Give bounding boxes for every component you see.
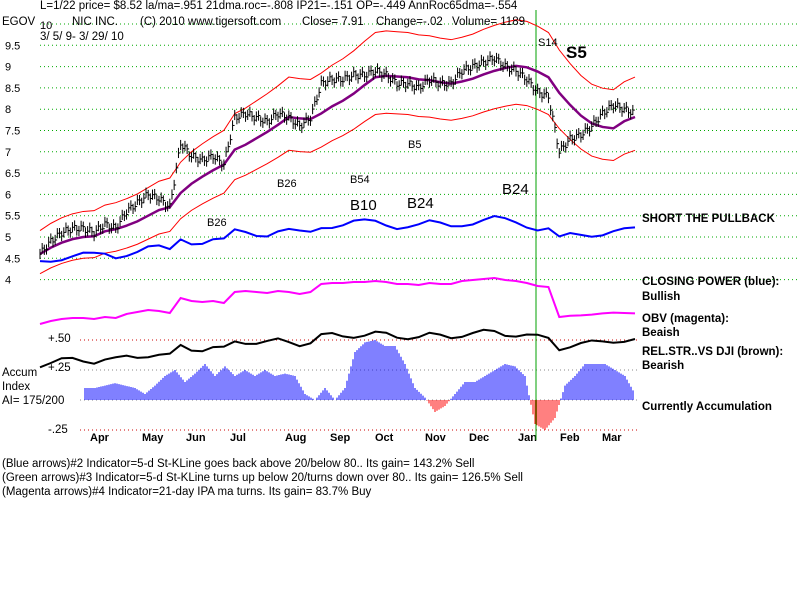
accum-tick-25: +.25 — [48, 362, 71, 374]
x-tick-label: Jul — [230, 432, 246, 444]
index-label: Index — [2, 381, 31, 393]
signal-label-b26: B26 — [277, 178, 297, 190]
x-tick-label: Apr — [90, 432, 110, 444]
y-tick-label: 5.5 — [5, 211, 20, 223]
y-tick-label: 8.5 — [5, 83, 20, 95]
close-value: Close= 7.91 — [302, 16, 364, 28]
accum-tick-50: +.50 — [48, 333, 71, 345]
signal-label-s14: S14 — [538, 37, 558, 49]
header-stats: L=1/22 price= $8.52 la/ma=.951 21dma.roc… — [40, 0, 518, 12]
copyright: (C) 2010 www.tigersoft.com — [140, 16, 282, 28]
y-tick-label: 9.5 — [5, 40, 20, 52]
signal-label-b10: B10 — [350, 197, 377, 214]
rs-value: Bearish — [642, 360, 685, 372]
accum-label: Accum — [2, 367, 38, 379]
y-tick-label: 8 — [5, 104, 11, 116]
ticker: EGOV — [2, 16, 36, 28]
signal-label-b24: B24 — [407, 195, 434, 212]
x-tick-label: Mar — [602, 432, 622, 444]
signal-label-b5: B5 — [408, 139, 421, 151]
accum-status: Currently Accumulation — [642, 401, 772, 413]
moving-average-line — [39, 64, 636, 256]
rs-label: REL.STR..VS DJI (brown): — [642, 346, 784, 358]
x-tick-label: Jun — [186, 432, 206, 444]
footer-line-2: (Green arrows)#3 Indicator=5-d St-KLine … — [2, 472, 523, 484]
obv-line — [39, 276, 636, 325]
y-tick-label: 4.5 — [5, 253, 20, 265]
x-tick-label: Jan — [518, 432, 537, 444]
change-value: Change=-.02 — [376, 16, 443, 28]
signal-label-b54: B54 — [350, 174, 370, 186]
closing-power-line — [39, 214, 636, 263]
date-range: 3/ 5/ 9- 3/ 29/ 10 — [40, 31, 124, 43]
x-tick-label: Oct — [375, 432, 394, 444]
signal-label-b24: B24 — [502, 181, 529, 198]
footer-line-1: (Blue arrows)#2 Indicator=5-d St-KLine g… — [2, 458, 475, 470]
upper-band — [39, 19, 636, 231]
y-tick-label: 5 — [5, 232, 11, 244]
ai-label: AI= 175/200 — [2, 395, 65, 407]
x-tick-label: Dec — [469, 432, 489, 444]
volume-value: Volume= 1189 — [452, 16, 525, 28]
company-name: NIC INC. — [72, 16, 118, 28]
x-tick-label: May — [142, 432, 164, 444]
advice-label: SHORT THE PULLBACK — [642, 213, 775, 225]
x-tick-label: Nov — [425, 432, 447, 444]
x-tick-label: Sep — [330, 432, 350, 444]
y-tick-label: 7 — [5, 147, 11, 159]
obv-value: Beaish — [642, 327, 680, 339]
y-tick-label: 6 — [5, 189, 11, 201]
y-tick-label: 7.5 — [5, 126, 20, 138]
signal-label-b26: B26 — [207, 217, 227, 229]
obv-label: OBV (magenta): — [642, 313, 729, 325]
x-tick-label: Aug — [285, 432, 306, 444]
y-tick-label: 6.5 — [5, 168, 20, 180]
relative-strength-line — [39, 328, 636, 369]
cp-value: Bullish — [642, 291, 681, 303]
signal-label-s5: S5 — [566, 43, 587, 62]
y-tick-label: 10 — [40, 20, 52, 32]
y-tick-label: 4 — [5, 275, 11, 287]
x-tick-label: Feb — [560, 432, 580, 444]
footer-line-3: (Magenta arrows)#4 Indicator=21-day IPA … — [2, 486, 372, 498]
y-tick-label: 9 — [5, 62, 11, 74]
cp-label: CLOSING POWER (blue): — [642, 276, 780, 288]
accum-tick-m25: -.25 — [48, 424, 68, 436]
lower-band — [39, 103, 636, 275]
